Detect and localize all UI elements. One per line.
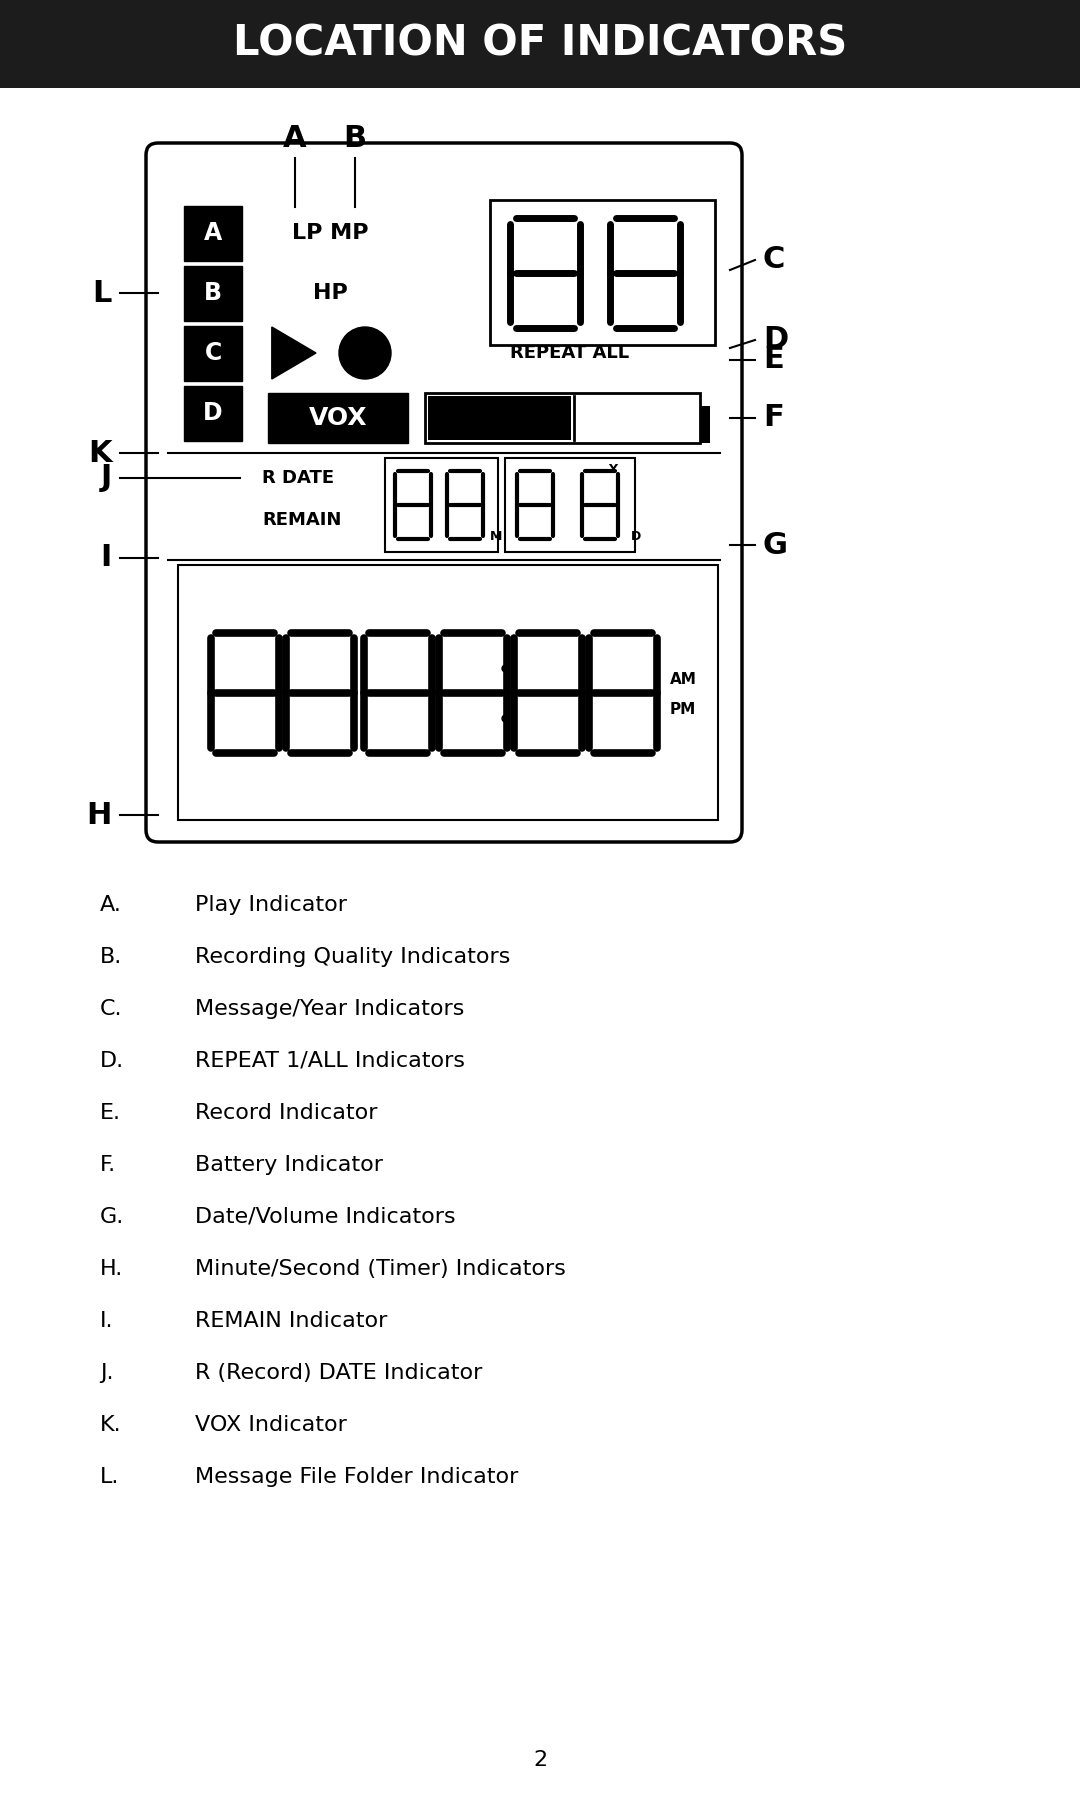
FancyBboxPatch shape: [146, 144, 742, 841]
Bar: [490, 200, 715, 345]
Text: J.: J.: [100, 1363, 113, 1383]
Text: E: E: [762, 345, 784, 374]
Text: A: A: [283, 124, 307, 153]
Text: LP MP: LP MP: [292, 223, 368, 243]
Text: C: C: [762, 246, 785, 275]
Text: Battery Indicator: Battery Indicator: [195, 1154, 383, 1176]
Text: K: K: [89, 439, 112, 467]
Text: Minute/Second (Timer) Indicators: Minute/Second (Timer) Indicators: [195, 1259, 566, 1278]
Polygon shape: [272, 327, 316, 379]
Text: B: B: [204, 280, 222, 306]
Bar: [184, 325, 242, 381]
Text: B: B: [343, 124, 366, 153]
Text: PM: PM: [670, 703, 697, 717]
Text: VOX: VOX: [309, 406, 367, 430]
Text: C.: C.: [100, 1000, 122, 1019]
Bar: [428, 396, 571, 441]
Bar: [184, 385, 242, 441]
Text: D: D: [203, 401, 222, 424]
Text: REMAIN Indicator: REMAIN Indicator: [195, 1311, 388, 1331]
Bar: [268, 394, 408, 442]
Text: AM: AM: [670, 672, 697, 687]
Text: R (Record) DATE Indicator: R (Record) DATE Indicator: [195, 1363, 483, 1383]
Text: Message File Folder Indicator: Message File Folder Indicator: [195, 1467, 518, 1487]
Text: 2: 2: [532, 1749, 548, 1769]
Bar: [505, 458, 635, 552]
Text: LOCATION OF INDICATORS: LOCATION OF INDICATORS: [233, 23, 847, 65]
Circle shape: [339, 327, 391, 379]
Text: A: A: [204, 221, 222, 245]
Text: F.: F.: [100, 1154, 117, 1176]
Text: K.: K.: [100, 1415, 122, 1435]
Bar: [700, 417, 710, 442]
Text: A.: A.: [100, 895, 122, 915]
Text: H.: H.: [100, 1259, 123, 1278]
Text: REPEAT 1/ALL Indicators: REPEAT 1/ALL Indicators: [195, 1052, 465, 1072]
Bar: [178, 565, 718, 820]
Text: E.: E.: [100, 1102, 121, 1124]
Text: Play Indicator: Play Indicator: [195, 895, 347, 915]
Bar: [0, 0, 1080, 88]
Text: Message/Year Indicators: Message/Year Indicators: [195, 1000, 464, 1019]
Text: R DATE: R DATE: [262, 469, 334, 487]
Text: Recording Quality Indicators: Recording Quality Indicators: [195, 948, 511, 967]
Text: Date/Volume Indicators: Date/Volume Indicators: [195, 1206, 456, 1226]
Text: D.: D.: [100, 1052, 124, 1072]
Bar: [700, 406, 710, 430]
Text: C: C: [204, 342, 221, 365]
Text: D: D: [762, 325, 788, 354]
Text: L: L: [93, 279, 112, 307]
Bar: [384, 458, 498, 552]
Text: VOX Indicator: VOX Indicator: [195, 1415, 347, 1435]
Text: I.: I.: [100, 1311, 113, 1331]
Text: L.: L.: [100, 1467, 120, 1487]
Bar: [184, 205, 242, 261]
Text: B.: B.: [100, 948, 122, 967]
Text: HP: HP: [312, 282, 348, 304]
Text: REMAIN: REMAIN: [262, 511, 341, 529]
Text: J: J: [100, 464, 112, 493]
Text: M: M: [490, 530, 502, 543]
Text: Record Indicator: Record Indicator: [195, 1102, 378, 1124]
Text: F: F: [762, 403, 784, 433]
Text: D: D: [631, 530, 642, 543]
Bar: [426, 394, 700, 442]
Text: H: H: [86, 800, 112, 829]
Text: REPEAT ALL: REPEAT ALL: [511, 343, 630, 361]
Bar: [184, 266, 242, 320]
Text: Y: Y: [608, 464, 617, 476]
Text: G.: G.: [100, 1206, 124, 1226]
Text: G: G: [762, 530, 788, 559]
Text: I: I: [100, 543, 112, 572]
